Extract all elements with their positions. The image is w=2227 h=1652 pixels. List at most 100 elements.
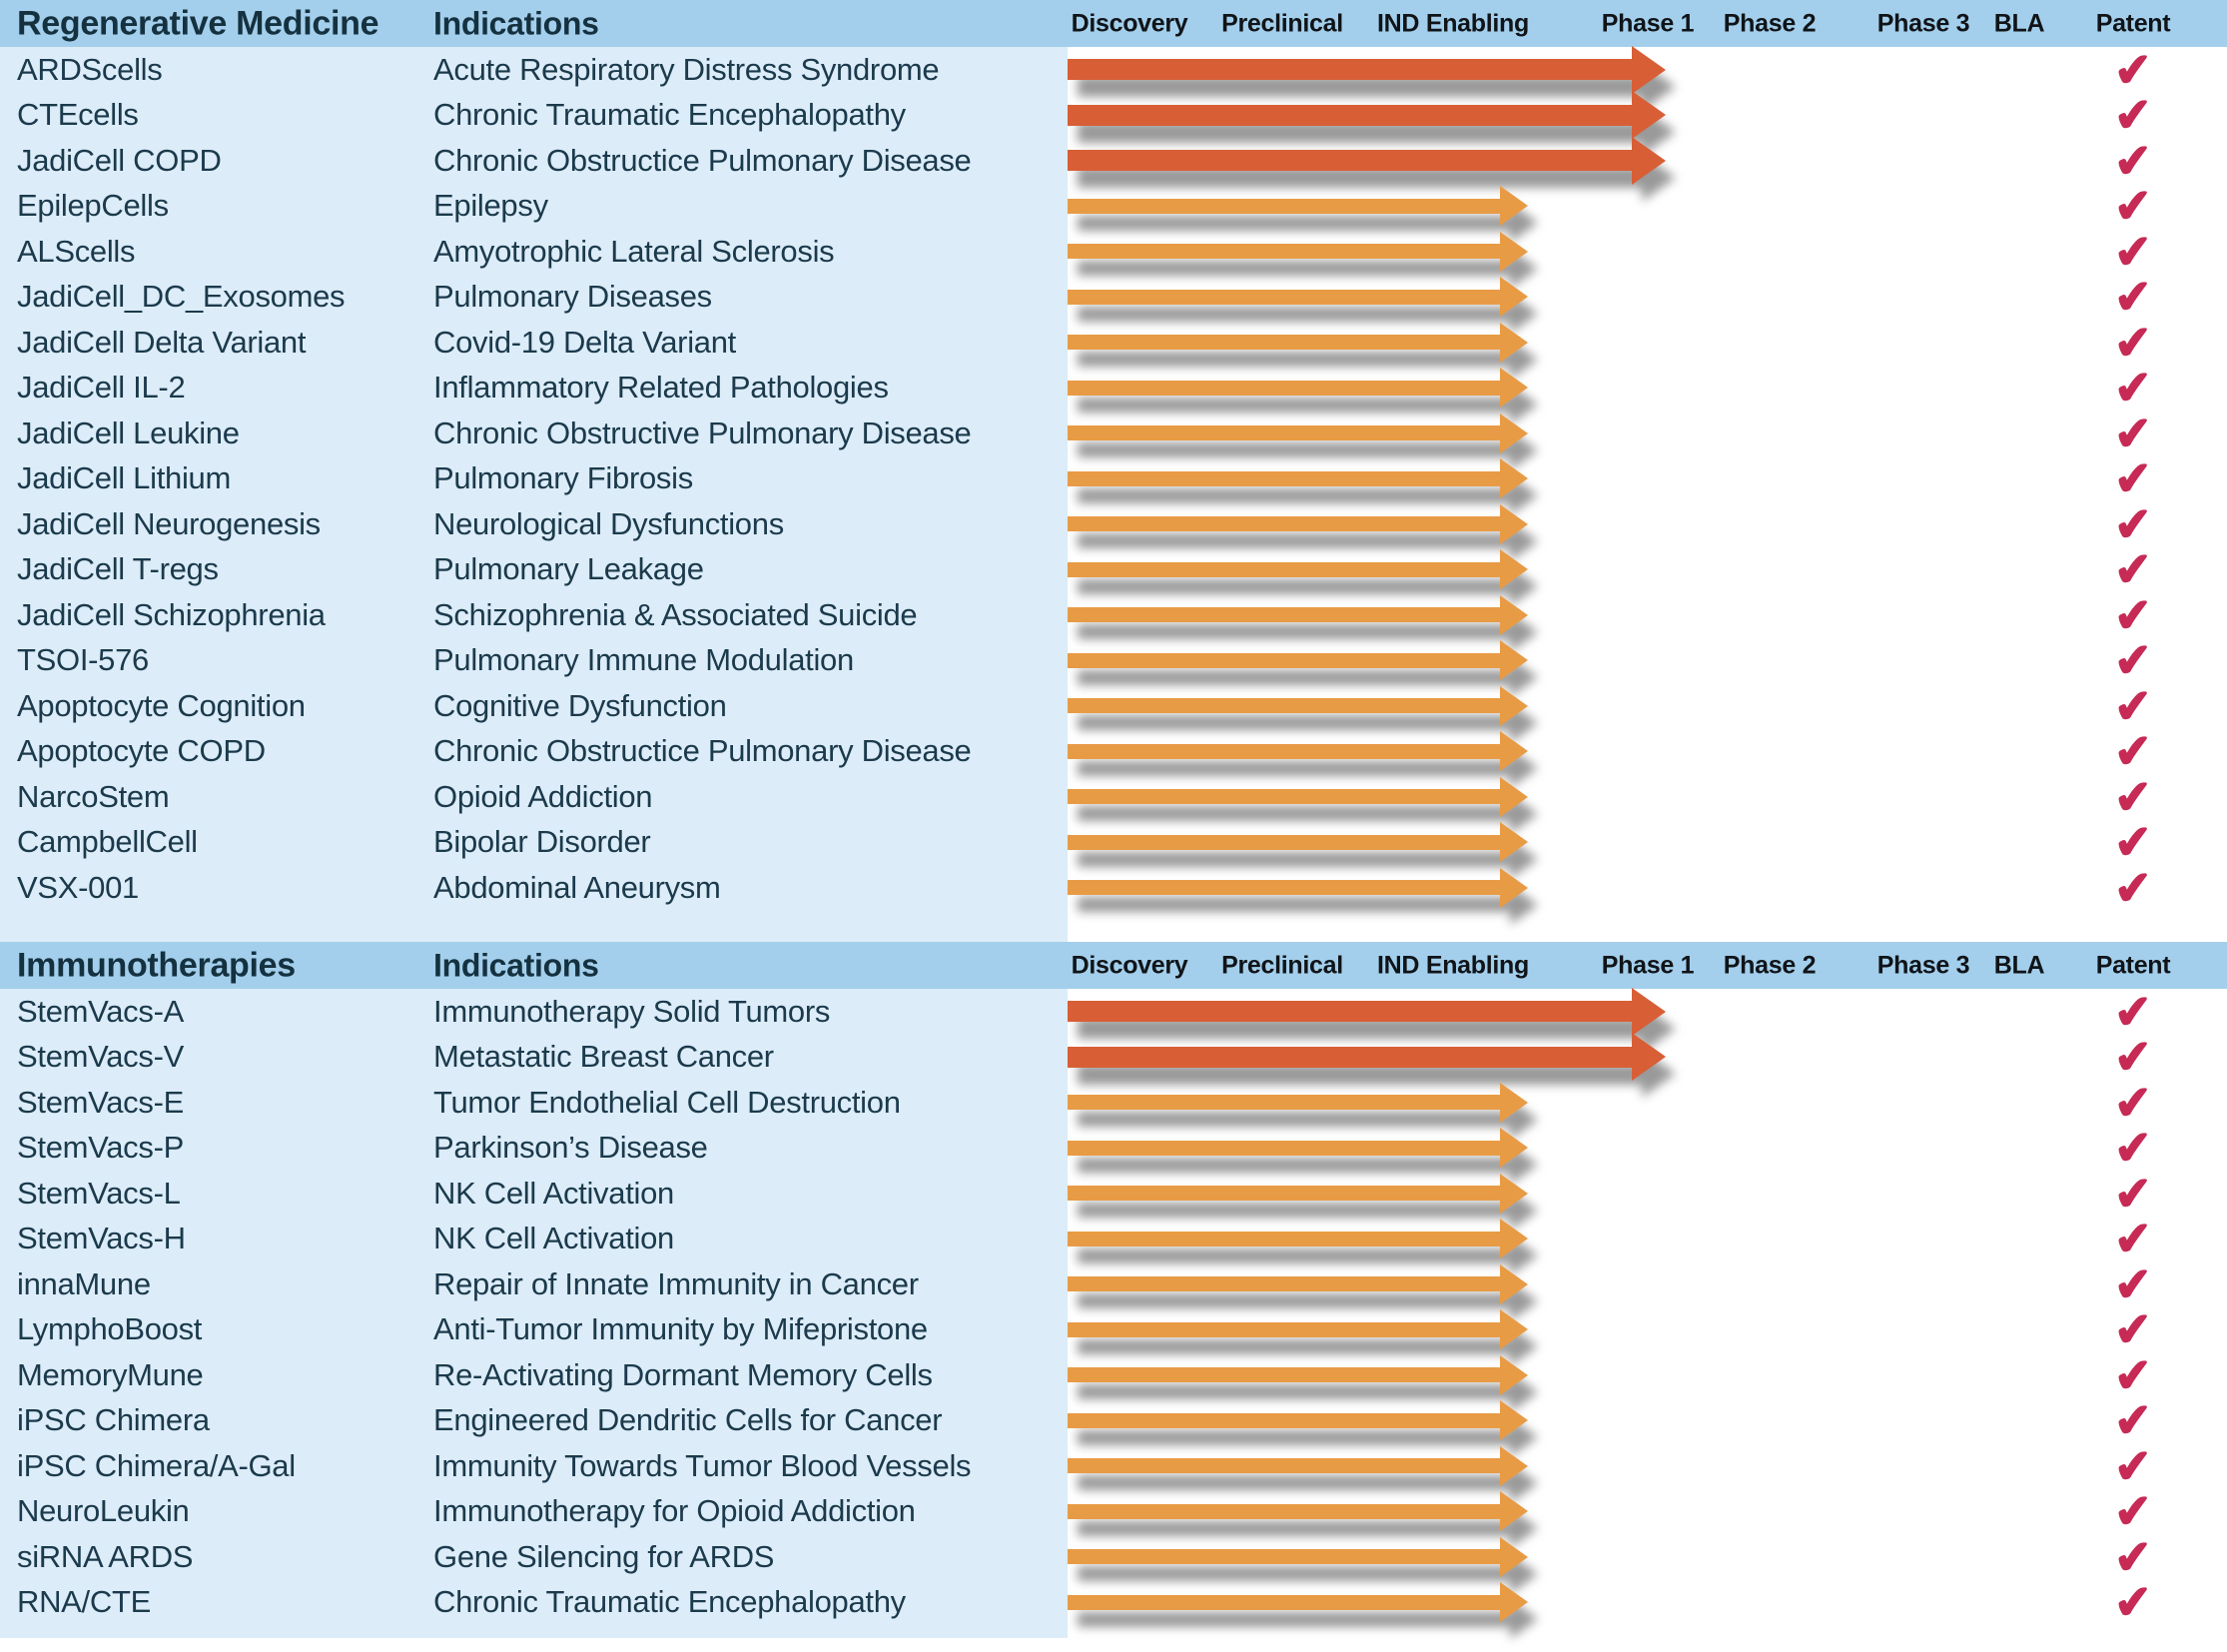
arrow-bar	[1068, 150, 1632, 172]
patent-check-icon: ✔	[2112, 1075, 2154, 1131]
patent-check-icon: ✔	[2112, 42, 2154, 98]
pipeline-row: siRNA ARDS Gene Silencing for ARDS ✔	[0, 1529, 2227, 1584]
program-name: CampbellCell	[17, 824, 198, 860]
arrow-head	[1500, 1536, 1528, 1577]
section-title: Immunotherapies	[17, 946, 296, 984]
section-rows: StemVacs-A Immunotherapy Solid Tumors ✔ …	[0, 984, 2227, 1630]
patent-check-icon: ✔	[2112, 587, 2154, 643]
patent-check-icon: ✔	[2112, 224, 2154, 280]
arrow-head	[1632, 136, 1666, 185]
patent-check-icon: ✔	[2112, 678, 2154, 734]
arrow-head	[1632, 45, 1666, 94]
stage-column-header-phase-3: Phase 3	[1876, 9, 1970, 37]
arrow-bar	[1068, 698, 1500, 714]
patent-check-icon: ✔	[2112, 1166, 2154, 1222]
program-name: VSX-001	[17, 869, 139, 905]
arrow-bar	[1068, 834, 1500, 850]
progress-arrow-icon	[1068, 1309, 1528, 1350]
pipeline-row: Apoptocyte COPD Chronic Obstructice Pulm…	[0, 724, 2227, 779]
indication-label: NK Cell Activation	[433, 1221, 674, 1256]
progress-arrow-icon	[1068, 1082, 1528, 1123]
arrow-bar	[1068, 1367, 1500, 1383]
indication-label: Chronic Obstructice Pulmonary Disease	[433, 733, 972, 769]
stage-column-header-phase-1: Phase 1	[1601, 9, 1695, 37]
progress-arrow-icon	[1068, 776, 1528, 817]
pipeline-row: NeuroLeukin Immunotherapy for Opioid Add…	[0, 1484, 2227, 1539]
stage-column-header-phase-2: Phase 2	[1723, 9, 1817, 37]
arrow-head	[1500, 1445, 1528, 1486]
arrow-bar	[1068, 244, 1500, 260]
indication-label: Immunotherapy Solid Tumors	[433, 993, 831, 1029]
program-name: StemVacs-E	[17, 1084, 184, 1120]
indication-label: Chronic Traumatic Encephalopathy	[433, 1584, 906, 1620]
arrow-head	[1500, 368, 1528, 409]
program-name: JadiCell Schizophrenia	[17, 596, 326, 632]
program-name: JadiCell COPD	[17, 142, 222, 178]
progress-arrow-icon	[1068, 1582, 1528, 1623]
stage-column-header-bla: BLA	[1993, 951, 2045, 979]
pipeline-row: JadiCell T-regs Pulmonary Leakage ✔	[0, 542, 2227, 597]
pipeline-row: StemVacs-H NK Cell Activation ✔	[0, 1212, 2227, 1266]
pipeline-row: iPSC Chimera Engineered Dendritic Cells …	[0, 1393, 2227, 1448]
arrow-head	[1500, 1263, 1528, 1304]
stage-column-header-bla: BLA	[1993, 9, 2045, 37]
indication-label: Opioid Addiction	[433, 778, 653, 814]
patent-check-icon: ✔	[2112, 1029, 2154, 1085]
arrow-bar	[1068, 743, 1500, 759]
indication-label: Chronic Obstructive Pulmonary Disease	[433, 414, 972, 450]
arrow-bar	[1068, 380, 1500, 396]
patent-check-icon: ✔	[2112, 496, 2154, 552]
left-panel-background	[0, 0, 1068, 1638]
patent-check-icon: ✔	[2112, 133, 2154, 189]
program-name: JadiCell Neurogenesis	[17, 505, 321, 541]
stage-column-header-phase-2: Phase 2	[1723, 951, 1817, 979]
indication-label: Anti-Tumor Immunity by Mifepristone	[433, 1311, 928, 1347]
progress-arrow-icon	[1068, 503, 1528, 544]
arrow-bar	[1068, 1095, 1500, 1111]
program-name: JadiCell IL-2	[17, 370, 186, 406]
indication-label: Schizophrenia & Associated Suicide	[433, 596, 918, 632]
program-name: JadiCell Leukine	[17, 414, 240, 450]
arrow-head	[1632, 91, 1666, 140]
pipeline-section: Regenerative Medicine Indications Discov…	[0, 0, 2227, 915]
pipeline-row: EpilepCells Epilepsy ✔	[0, 179, 2227, 234]
program-name: innaMune	[17, 1265, 151, 1301]
arrow-head	[1500, 277, 1528, 318]
program-name: TSOI-576	[17, 642, 149, 678]
indication-label: Metastatic Breast Cancer	[433, 1039, 774, 1075]
arrow-bar	[1068, 289, 1500, 305]
progress-arrow-icon	[1068, 549, 1528, 590]
program-name: LymphoBoost	[17, 1311, 203, 1347]
indication-label: Engineered Dendritic Cells for Cancer	[433, 1402, 943, 1438]
stage-column-header-patent: Patent	[2095, 951, 2171, 979]
pipeline-row: StemVacs-L NK Cell Activation ✔	[0, 1166, 2227, 1222]
indication-label: Amyotrophic Lateral Sclerosis	[433, 233, 835, 269]
arrow-head	[1500, 1491, 1528, 1532]
arrow-bar	[1068, 335, 1500, 351]
program-name: Apoptocyte COPD	[17, 733, 266, 769]
arrow-bar	[1068, 1001, 1632, 1023]
section-title: Regenerative Medicine	[17, 4, 379, 42]
patent-check-icon: ✔	[2112, 769, 2154, 825]
section-header-band: Immunotherapies Indications Discovery Pre…	[0, 942, 2227, 989]
arrow-bar	[1068, 59, 1632, 81]
program-name: iPSC Chimera	[17, 1402, 210, 1438]
indication-label: Neurological Dysfunctions	[433, 505, 784, 541]
pipeline-row: VSX-001 Abdominal Aneurysm ✔	[0, 860, 2227, 915]
pipeline-row: iPSC Chimera/A-Gal Immunity Towards Tumo…	[0, 1438, 2227, 1493]
pipeline-row: RNA/CTE Chronic Traumatic Encephalopathy…	[0, 1575, 2227, 1630]
indication-label: Re-Activating Dormant Memory Cells	[433, 1356, 933, 1392]
arrow-bar	[1068, 1321, 1500, 1337]
pipeline-row: StemVacs-V Metastatic Breast Cancer ✔	[0, 1029, 2227, 1085]
patent-check-icon: ✔	[2112, 1120, 2154, 1176]
stage-column-header-ind-enabling: IND Enabling	[1377, 9, 1529, 37]
arrow-head	[1500, 1082, 1528, 1123]
program-name: CTEcells	[17, 97, 139, 133]
pipeline-row: ALScells Amyotrophic Lateral Sclerosis ✔	[0, 224, 2227, 280]
progress-arrow-icon	[1068, 322, 1528, 363]
progress-arrow-icon	[1068, 91, 1666, 140]
section-header-band: Regenerative Medicine Indications Discov…	[0, 0, 2227, 47]
arrow-head	[1500, 1309, 1528, 1350]
indication-label: Pulmonary Immune Modulation	[433, 642, 854, 678]
